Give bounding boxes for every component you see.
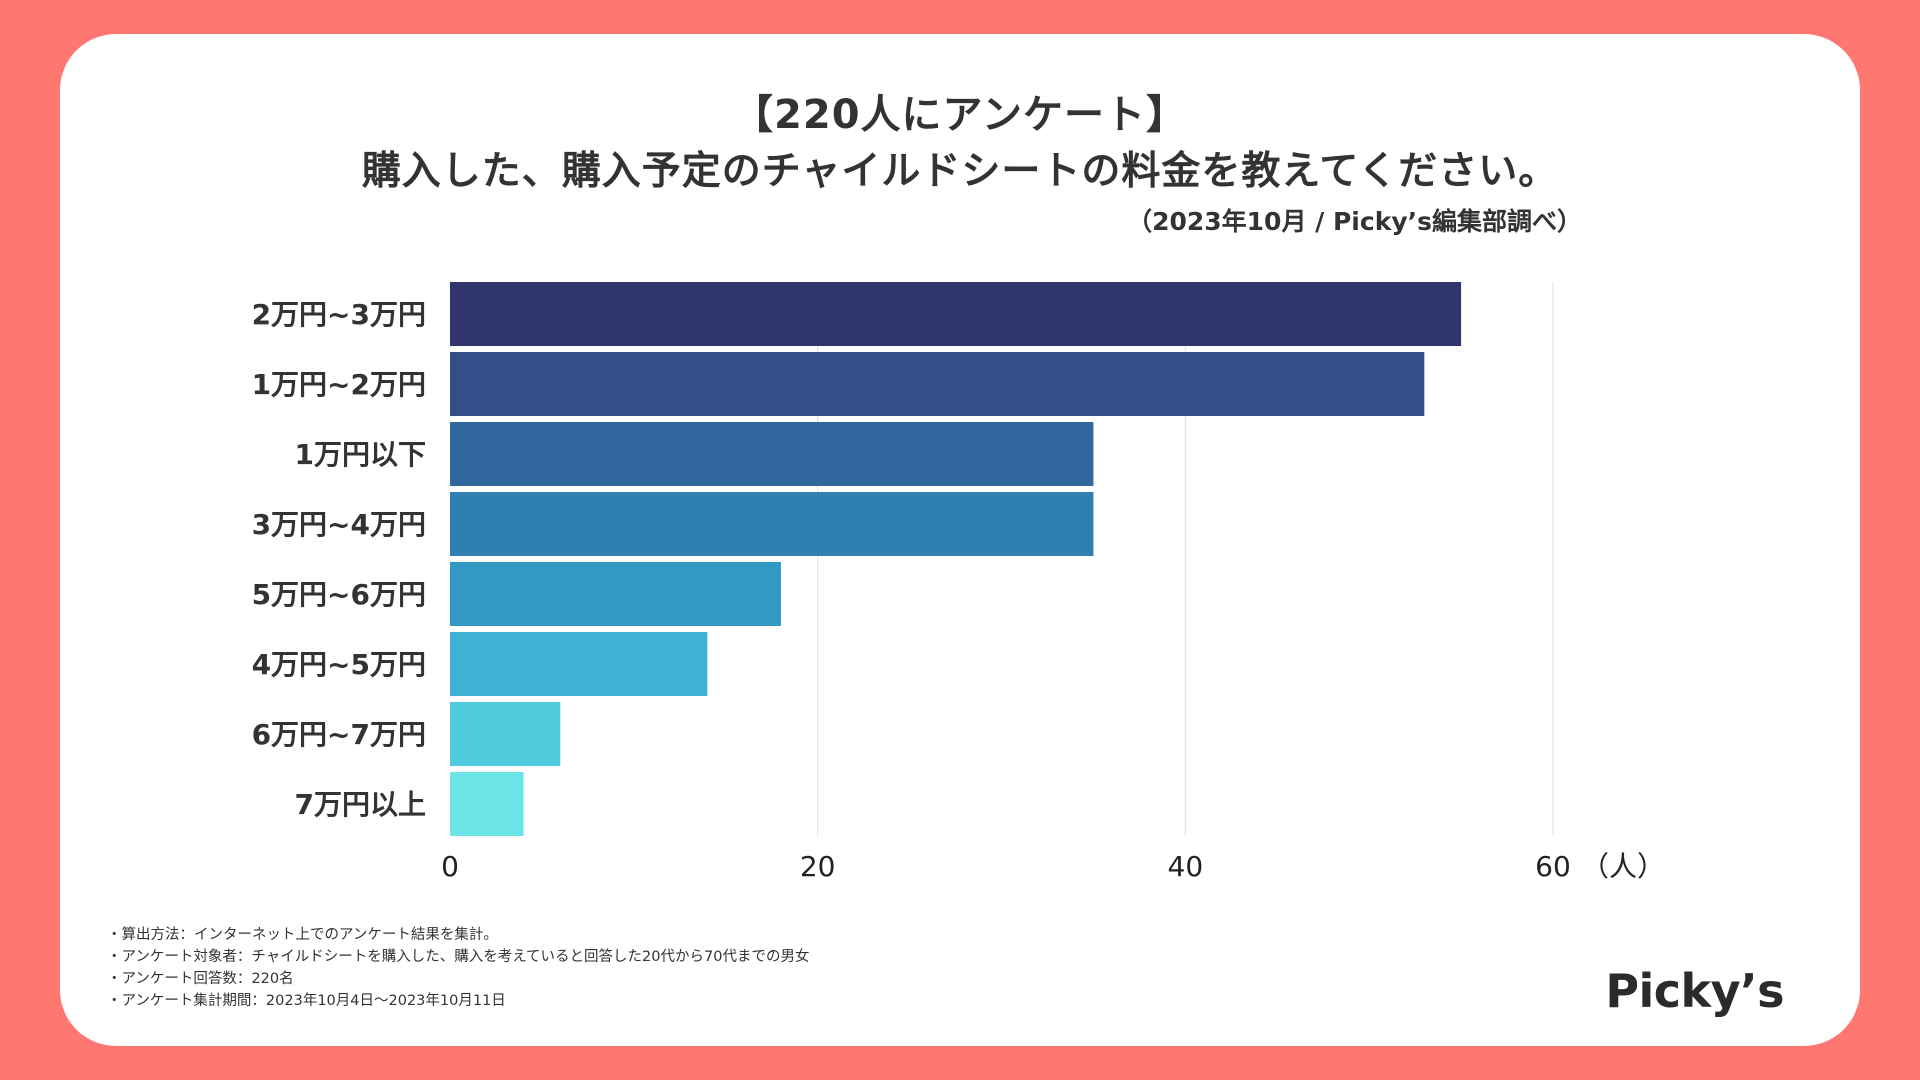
chart-title-line1: 【220人にアンケート】 (733, 92, 1187, 138)
x-tick-label: 40 (1168, 850, 1204, 883)
category-label: 1万円以下 (295, 438, 426, 471)
bar (450, 632, 708, 696)
category-label: 3万円~4万円 (252, 508, 426, 541)
bar (450, 282, 1462, 346)
bar (450, 352, 1425, 416)
x-tick-label: 60 (1535, 850, 1571, 883)
category-label: 2万円~3万円 (252, 298, 426, 331)
bar (450, 422, 1094, 486)
x-tick-label: 20 (800, 850, 836, 883)
note-method: ・算出方法：インターネット上でのアンケート結果を集計。 (107, 927, 498, 943)
x-tick-label: 0 (441, 850, 459, 883)
category-label: 4万円~5万円 (252, 648, 426, 681)
bar-chart: 2万円~3万円 1万円~2万円 1万円以下 3万円~4万円 5万円~6万円 4万円~5万円… (252, 282, 1665, 883)
note-count: ・アンケート回答数：220名 (107, 971, 294, 987)
chart-title-line2: 購入した、購入予定のチャイルドシートの料金を教えてください。 (361, 149, 1559, 194)
note-period: ・アンケート集計期間：2023年10月4日〜2023年10月11日 (107, 993, 506, 1009)
survey-notes: ・算出方法：インターネット上でのアンケート結果を集計。 ・アンケート対象者：チャ… (107, 924, 809, 1012)
category-label: 5万円~6万円 (252, 578, 426, 611)
category-label: 6万円~7万円 (252, 718, 426, 751)
bar (450, 492, 1094, 556)
pickys-logo: Picky’s (1605, 964, 1784, 1018)
category-label: 1万円~2万円 (252, 368, 426, 401)
x-axis-unit: （人） (1581, 850, 1665, 883)
chart-source: （2023年10月 / Picky’s編集部調べ） (1127, 207, 1582, 236)
bar (450, 702, 561, 766)
note-target: ・アンケート対象者：チャイルドシートを購入した、購入を考えていると回答した20代… (107, 949, 810, 965)
bar (450, 562, 781, 626)
bar (450, 772, 524, 836)
category-label: 7万円以上 (295, 788, 426, 821)
chart-card: 【220人にアンケート】 購入した、購入予定のチャイルドシートの料金を教えてくだ… (60, 34, 1860, 1046)
